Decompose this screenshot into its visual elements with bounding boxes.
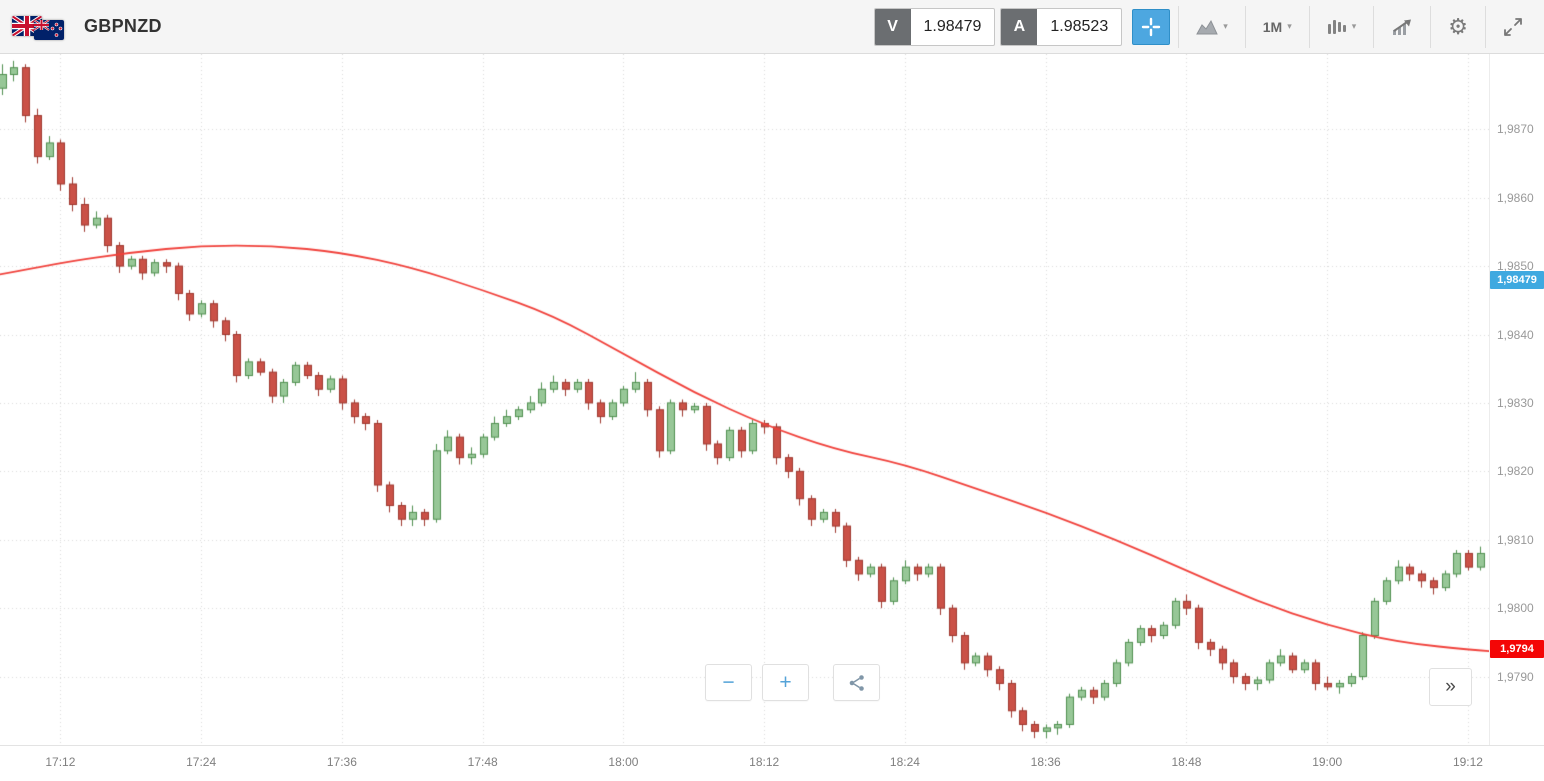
timeframe-label: 1M [1262,18,1283,35]
price-axis[interactable]: 1,9870 1,9860 1,9850 1,9840 1,9830 1,9820 1,98… [1489,54,1544,745]
chevron-down-icon: ▾ [1223,21,1228,31]
time-tick-label: 19:12 [1452,755,1483,769]
symbol-title: GBPNZD [84,16,162,36]
chart-area: 1,9870 1,9860 1,9850 1,9840 1,9830 1,9820 1,98… [0,54,1544,781]
indicators-icon [1393,19,1412,35]
toolbar-controls: V 1.98479 A 1.98523 ▾ 1M ▾ [873,0,1532,53]
crosshair-icon [1142,17,1161,36]
settings-button[interactable]: ⚙ [1439,9,1477,45]
sell-price: 1.98479 [923,17,982,35]
currency-pair-flags [12,12,72,42]
zoom-controls: − + [705,664,880,701]
expand-panel-button[interactable]: » [1429,668,1472,706]
chevron-down-icon: ▾ [1287,21,1292,31]
time-tick-label: 18:24 [889,755,920,769]
zoom-in-button[interactable]: + [762,664,809,701]
buy-price: 1.98523 [1050,17,1109,35]
price-tick-label: 1,9870 [1497,122,1534,137]
indicators-button[interactable] [1382,9,1422,45]
sell-quote-group: V 1.98479 [873,7,996,46]
time-tick-label: 18:00 [608,755,639,769]
price-tick-label: 1,9800 [1497,601,1534,616]
sell-button[interactable]: V [874,8,911,45]
toolbar-divider [1373,5,1375,48]
price-tick-label: 1,9790 [1497,669,1534,684]
fullscreen-button[interactable] [1494,9,1532,45]
chevron-down-icon: ▾ [1351,21,1357,31]
candlestick-icon [1327,19,1346,34]
toolbar-divider [1485,5,1486,48]
buy-quote-group: A 1.98523 [1000,7,1123,46]
price-tick-label: 1,9860 [1497,190,1534,205]
expand-icon [1504,17,1522,36]
chart-type-dropdown[interactable]: ▾ [1187,9,1237,45]
price-tick-label: 1,9850 [1497,259,1534,274]
time-tick-label: 18:12 [749,755,780,769]
time-tick-label: 17:24 [186,755,217,769]
symbol-area: GBPNZD [12,12,162,42]
time-tick-label: 19:00 [1312,755,1343,769]
time-tick-label: 18:48 [1171,755,1202,769]
time-tick-label: 17:48 [467,755,498,769]
price-tick-label: 1,9830 [1497,395,1534,410]
candlestick-chart-canvas[interactable] [0,54,1489,745]
time-tick-label: 17:12 [45,755,76,769]
topbar: GBPNZD V 1.98479 A 1.98523 ▾ 1M ▾ [0,0,1544,54]
price-tick-label: 1,9810 [1497,532,1534,547]
gear-icon: ⚙ [1448,13,1468,39]
zoom-out-button[interactable]: − [705,664,752,701]
price-tick-label: 1,9820 [1497,464,1534,479]
share-button[interactable] [833,664,880,701]
toolbar-divider [1430,5,1432,48]
toolbar-divider [1308,5,1310,48]
crosshair-tool-button[interactable] [1132,8,1171,45]
time-tick-label: 17:36 [326,755,357,769]
toolbar-divider [1244,5,1246,48]
buy-button[interactable]: A [1001,8,1038,45]
time-tick-label: 18:36 [1030,755,1061,769]
timeframe-dropdown[interactable]: 1M ▾ [1254,9,1301,45]
time-axis[interactable]: 17:12 17:24 17:36 17:48 18:00 18:12 18:24 18:36… [0,745,1544,781]
price-tick-label: 1,9840 [1497,327,1534,342]
ma-price-badge: 1,9794 [1490,640,1544,659]
area-chart-icon [1196,19,1219,34]
toolbar-divider [1178,5,1180,48]
candle-style-dropdown[interactable]: ▾ [1318,9,1366,45]
bid-price-badge: 1,98479 [1490,271,1544,290]
nz-flag-icon [34,19,64,40]
share-icon [849,674,864,691]
